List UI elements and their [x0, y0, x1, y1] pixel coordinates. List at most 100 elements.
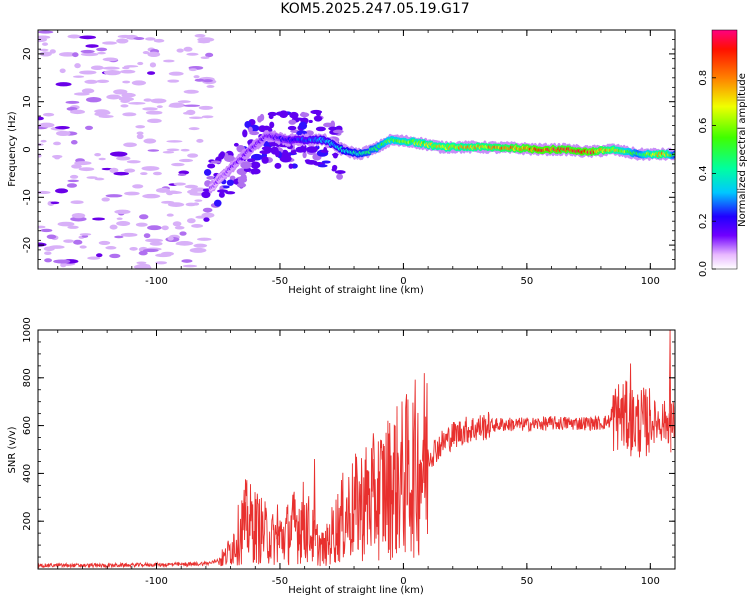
noise-blob — [147, 225, 162, 231]
noise-blob — [179, 231, 187, 236]
snr-xlabel: Height of straight line (km) — [288, 585, 424, 596]
noise-blob — [55, 130, 71, 136]
noise-blob — [92, 217, 105, 221]
snr-ytick-label: 200 — [22, 512, 33, 531]
ridge-cloud-blob — [229, 175, 236, 181]
figure-title: KOM5.2025.247.05.19.G17 — [280, 1, 470, 17]
noise-blob — [149, 62, 157, 68]
noise-blob — [150, 98, 167, 104]
noise-blob — [183, 46, 193, 52]
noise-blob — [198, 105, 213, 110]
ridge-cloud-blob — [323, 122, 333, 128]
noise-blob — [133, 37, 145, 40]
noise-blob — [173, 182, 186, 186]
snr-ytick-label: 800 — [22, 368, 33, 387]
noise-blob — [105, 194, 123, 198]
ridge-cloud-blob — [288, 119, 297, 125]
noise-blob — [121, 66, 130, 70]
ridge-cloud-blob — [315, 111, 321, 117]
noise-blob — [135, 125, 146, 129]
ridge-cloud-blob — [302, 151, 307, 159]
ridge-cloud-blob — [210, 160, 222, 164]
noise-blob — [87, 256, 101, 260]
ridge-cloud-blob — [247, 158, 256, 163]
noise-blob — [194, 34, 206, 38]
snr-ytick-label: 400 — [22, 464, 33, 483]
noise-blob — [106, 94, 121, 100]
ridge-cloud-blob — [332, 129, 344, 134]
noise-blob — [85, 44, 99, 48]
noise-blob — [63, 239, 75, 243]
snr-spike — [244, 502, 247, 531]
noise-blob — [179, 158, 194, 163]
noise-blob — [71, 164, 82, 169]
noise-blob — [184, 184, 198, 189]
noise-blob — [116, 221, 131, 227]
noise-blob — [147, 51, 161, 58]
noise-blob — [183, 104, 201, 107]
noise-blob — [160, 251, 174, 256]
noise-blob — [70, 109, 86, 115]
ridge-cloud-blob — [308, 119, 313, 124]
noise-blob — [40, 139, 47, 143]
ridge-cloud-blob — [257, 115, 263, 123]
noise-blob — [135, 222, 148, 227]
ridge-cloud-blob — [243, 167, 252, 172]
ridge-cloud-blob — [261, 146, 272, 151]
spectrogram-ytick-label: 10 — [22, 95, 33, 108]
noise-blob — [59, 68, 66, 74]
noise-blob — [197, 40, 210, 44]
noise-blob — [167, 236, 174, 241]
noise-blob — [103, 69, 121, 76]
noise-blob — [71, 212, 86, 219]
noise-blob — [205, 52, 214, 58]
noise-blob — [197, 237, 212, 241]
noise-blob — [167, 202, 185, 207]
noise-blob — [96, 47, 108, 52]
noise-blob — [161, 225, 169, 231]
noise-blob — [193, 243, 208, 248]
noise-blob — [128, 102, 146, 105]
noise-blob — [114, 209, 131, 214]
noise-blob — [195, 215, 208, 219]
ridge-cloud-blob — [261, 150, 268, 155]
noise-blob — [96, 253, 103, 258]
ridge-cloud-blob — [336, 173, 343, 180]
snr-spike — [313, 459, 316, 547]
noise-blob — [38, 122, 55, 128]
noise-blob — [78, 167, 95, 172]
noise-blob — [166, 213, 174, 217]
colorbar: 0.0 0.2 0.4 0.6 0.8 Normalized spectral ampl… — [698, 29, 748, 277]
spectrogram-noise-layer — [38, 30, 217, 269]
noise-blob — [113, 89, 128, 95]
spectrogram-xtick-label: 50 — [520, 276, 533, 287]
ridge-cloud-blob — [213, 199, 222, 207]
noise-blob — [40, 228, 53, 233]
noise-blob — [177, 100, 191, 103]
noise-blob — [65, 100, 80, 104]
noise-blob — [177, 173, 187, 177]
spectrogram-ytick-label: 0 — [22, 146, 33, 152]
noise-blob — [53, 155, 61, 160]
colorbar-tick-label: 0.2 — [698, 213, 709, 229]
ridge-cloud-blob — [288, 163, 294, 169]
noise-blob — [90, 65, 104, 71]
colorbar-tick-label: 0.4 — [698, 165, 709, 181]
noise-blob — [41, 42, 49, 46]
noise-blob — [142, 50, 150, 55]
noise-blob — [118, 96, 135, 102]
noise-blob — [180, 148, 190, 152]
noise-blob — [135, 82, 145, 85]
noise-blob — [49, 49, 56, 54]
noise-blob — [206, 85, 215, 88]
noise-blob — [57, 221, 75, 227]
noise-blob — [119, 69, 136, 74]
ridge-cloud-blob — [240, 161, 252, 169]
spectrogram-ridge-layer — [201, 109, 675, 222]
noise-blob — [80, 49, 95, 54]
noise-blob — [147, 118, 162, 124]
noise-blob — [176, 48, 184, 53]
noise-blob — [53, 141, 62, 146]
noise-blob — [79, 233, 92, 236]
